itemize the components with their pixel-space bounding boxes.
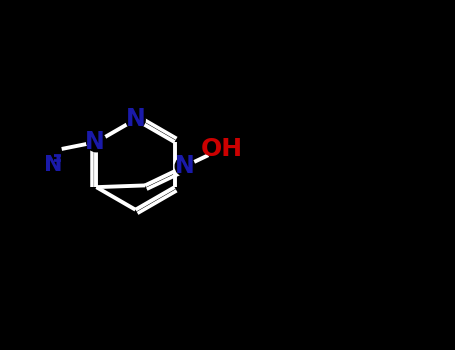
Circle shape (86, 132, 106, 152)
Text: OH: OH (200, 137, 243, 161)
Text: N: N (44, 155, 62, 175)
Circle shape (46, 157, 61, 172)
Circle shape (126, 110, 145, 129)
Text: N: N (175, 154, 195, 178)
Text: N: N (126, 107, 145, 132)
Text: N: N (85, 130, 105, 154)
Circle shape (175, 156, 195, 176)
Circle shape (207, 135, 235, 163)
